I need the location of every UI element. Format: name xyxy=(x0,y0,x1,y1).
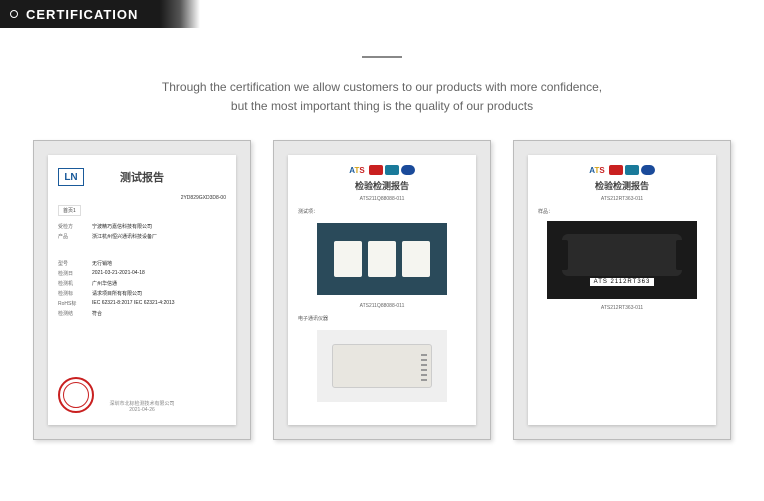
bullet-icon xyxy=(10,10,18,18)
cert1-logo: LN xyxy=(58,168,84,186)
divider-line xyxy=(362,56,402,58)
badge-icon xyxy=(385,165,399,175)
cert3-tag: ATS 2112RT363 xyxy=(590,278,655,286)
subtitle-block: Through the certification we allow custo… xyxy=(0,56,764,116)
badge-icon xyxy=(641,165,655,175)
header-title: CERTIFICATION xyxy=(26,7,138,22)
certificate-page-1: LN 测试报告 2YD829GXD3D8-00 首页1 受检方宁波精巧嘉信科技有… xyxy=(48,155,236,425)
cert2-serial: ATS211Q88088-011 xyxy=(298,196,466,202)
cert1-tab: 首页1 xyxy=(58,205,81,216)
certificate-gallery: LN 测试报告 2YD829GXD3D8-00 首页1 受检方宁波精巧嘉信科技有… xyxy=(0,140,764,440)
cert3-title: 检验检测报告 xyxy=(538,179,706,192)
cert1-footer: 深圳市北标检测技术有限公司 2021-04-26 xyxy=(48,400,236,413)
cert3-label: 样品： xyxy=(538,208,706,215)
cert1-barcode: 2YD829GXD3D8-00 xyxy=(58,195,226,201)
badge-icon xyxy=(609,165,623,175)
cert2-logo-row: ATS xyxy=(298,165,466,175)
certificate-frame-2: ATS 检验检测报告 ATS211Q88088-011 测试项： ATS211Q… xyxy=(273,140,491,440)
ats-logo: ATS xyxy=(349,166,364,175)
certificate-frame-3: ATS 检验检测报告 ATS212RT363-011 样品： ATS 2112R… xyxy=(513,140,731,440)
cert3-serial: ATS212RT363-011 xyxy=(538,196,706,202)
cert2-sec2: 电子通讯仪器 xyxy=(298,315,466,322)
certificate-page-3: ATS 检验检测报告 ATS212RT363-011 样品： ATS 2112R… xyxy=(528,155,716,425)
subtitle-line2: but the most important thing is the qual… xyxy=(0,97,764,116)
cert3-photo-enclosure: ATS 2112RT363 xyxy=(547,221,697,299)
cert2-photo-cards xyxy=(317,223,447,295)
cert2-sec1: 测试项： xyxy=(298,208,466,215)
ats-logo: ATS xyxy=(589,166,604,175)
cert1-title: 测试报告 xyxy=(120,169,164,185)
badge-icon xyxy=(369,165,383,175)
cert2-photo-device xyxy=(317,330,447,402)
certificate-frame-1: LN 测试报告 2YD829GXD3D8-00 首页1 受检方宁波精巧嘉信科技有… xyxy=(33,140,251,440)
cert3-logo-row: ATS xyxy=(538,165,706,175)
subtitle-line1: Through the certification we allow custo… xyxy=(0,78,764,97)
badge-icon xyxy=(625,165,639,175)
badge-icon xyxy=(401,165,415,175)
cert2-title: 检验检测报告 xyxy=(298,179,466,192)
certificate-page-2: ATS 检验检测报告 ATS211Q88088-011 测试项： ATS211Q… xyxy=(288,155,476,425)
section-header: CERTIFICATION xyxy=(0,0,764,28)
